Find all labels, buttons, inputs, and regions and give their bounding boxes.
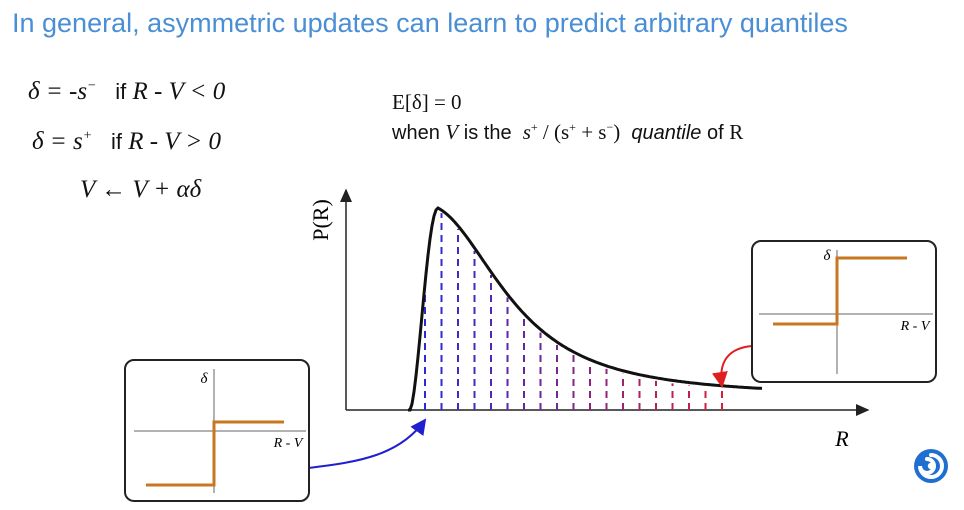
equation-if-word: if (110, 129, 122, 154)
fraction-end: ) (613, 120, 621, 144)
equation-if-word: if (115, 79, 127, 104)
expectation-note-line1: E[δ] = 0 (392, 90, 462, 115)
equation-positive-update: δ = s+ if R - V > 0 (32, 128, 221, 156)
note-when: when (392, 122, 440, 144)
equation-negative-update: δ = -s− if R - V < 0 (28, 78, 225, 106)
right-inset-update-function: δ R - V (751, 240, 937, 383)
fraction-mid-sup: + (569, 120, 576, 134)
fraction-plus-sup: − (606, 120, 614, 134)
expectation-text: E[δ] = 0 (392, 90, 462, 114)
note-of: of (707, 122, 724, 144)
x-axis-label: R (834, 426, 849, 451)
note-v: V (445, 120, 459, 144)
quantile-fraction: s+ / (s+ + s−) (523, 120, 621, 144)
step-function (773, 256, 907, 326)
right-connector-arrow (711, 345, 753, 388)
slide-title: In general, asymmetric updates can learn… (12, 8, 848, 38)
left-connector-arrow (307, 418, 427, 469)
fraction-plus: + s (575, 120, 607, 144)
equation-condition: R - V < 0 (132, 78, 226, 105)
y-axis-label: P(R) (308, 199, 333, 241)
expectation-note-line2: when V is the s+ / (s+ + s−) quantile of… (392, 120, 743, 145)
fraction-a-sup: + (530, 120, 538, 134)
density-curve (408, 206, 763, 412)
note-is-the: is the (463, 122, 512, 144)
fraction-a: s (522, 120, 531, 144)
left-inset-update-function: δ R - V (124, 359, 310, 502)
note-r: R (729, 120, 744, 144)
step-function (146, 420, 284, 487)
equation-sup: − (87, 78, 97, 94)
equation-lhs: δ = s (32, 128, 83, 155)
equation-value-update: V ← V + αδ (80, 176, 202, 203)
quantile-lines (424, 213, 723, 410)
fraction-mid: / (s (537, 120, 570, 144)
left-inset-plot: δ R - V (134, 369, 306, 493)
inset-x-label: R - V (273, 436, 304, 451)
deepmind-logo-icon (914, 449, 948, 483)
equation-condition: R - V > 0 (128, 128, 221, 155)
note-quantile: quantile (631, 122, 702, 144)
right-inset-plot: δ R - V (759, 248, 933, 374)
equation-lhs: δ = -s (28, 78, 88, 105)
equation-sup: + (82, 128, 93, 144)
inset-y-label: δ (824, 248, 832, 264)
inset-y-label: δ (201, 371, 209, 387)
inset-x-label: R - V (900, 319, 931, 334)
